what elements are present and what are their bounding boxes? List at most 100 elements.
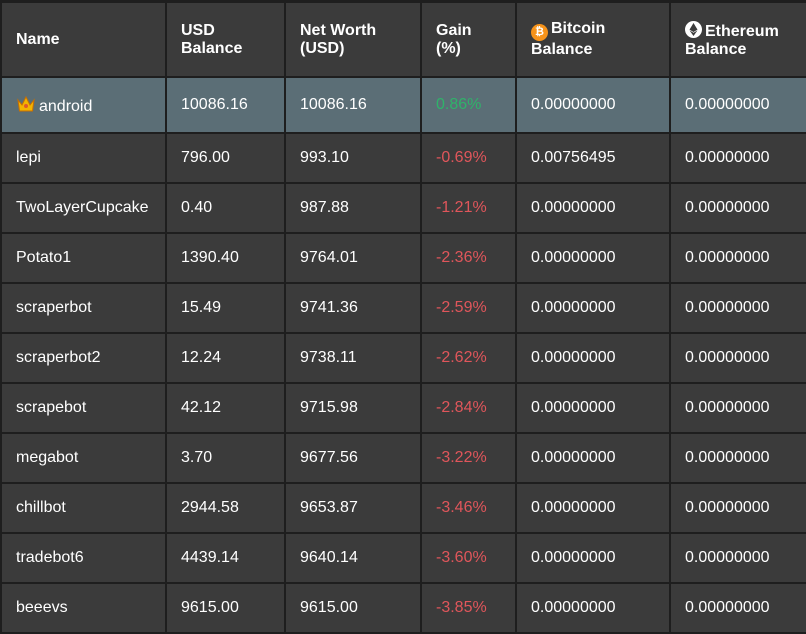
ethereum-balance-value: 0.00000000 xyxy=(685,149,770,166)
net-worth-value: 9615.00 xyxy=(300,599,358,616)
ethereum-balance-cell: 0.00000000 xyxy=(671,334,806,382)
column-header-gain-label: Gain (%) xyxy=(436,21,472,57)
usd-balance-value: 12.24 xyxy=(181,349,222,366)
table-row: chillbot 2944.58 9653.87 -3.46% 0.00000000 0.… xyxy=(2,484,806,532)
bitcoin-balance-value: 0.00000000 xyxy=(531,549,616,566)
net-worth-cell: 9738.11 xyxy=(286,334,420,382)
name-value: scrapebot xyxy=(16,399,87,416)
name-cell: beeevs xyxy=(2,584,165,632)
ethereum-balance-cell: 0.00000000 xyxy=(671,384,806,432)
usd-balance-value: 3.70 xyxy=(181,449,213,466)
bitcoin-balance-cell: 0.00000000 xyxy=(517,384,669,432)
table-row: Potato1 1390.40 9764.01 -2.36% 0.00000000 0.0… xyxy=(2,234,806,282)
gain-value: -3.46% xyxy=(436,499,487,516)
column-header-name-label: Name xyxy=(16,30,60,48)
table-row: beeevs 9615.00 9615.00 -3.85% 0.00000000 0.00… xyxy=(2,584,806,632)
usd-balance-value: 796.00 xyxy=(181,149,230,166)
gain-value: -3.85% xyxy=(436,599,487,616)
table-row: tradebot6 4439.14 9640.14 -3.60% 0.00000000 0… xyxy=(2,534,806,582)
usd-balance-cell: 10086.16 xyxy=(167,78,284,132)
column-header-net-worth-label: Net Worth (USD) xyxy=(300,21,377,57)
name-value: scraperbot2 xyxy=(16,349,101,366)
ethereum-balance-cell: 0.00000000 xyxy=(671,434,806,482)
net-worth-value: 9653.87 xyxy=(300,499,358,516)
name-value: beeevs xyxy=(16,599,68,616)
column-header-net-worth: Net Worth (USD) xyxy=(286,3,420,76)
gain-value: -2.62% xyxy=(436,349,487,366)
net-worth-value: 987.88 xyxy=(300,199,349,216)
gain-cell: -2.59% xyxy=(422,284,515,332)
ethereum-balance-value: 0.00000000 xyxy=(685,449,770,466)
ethereum-balance-value: 0.00000000 xyxy=(685,299,770,316)
usd-balance-value: 10086.16 xyxy=(181,96,248,113)
gain-value: -2.36% xyxy=(436,249,487,266)
ethereum-balance-cell: 0.00000000 xyxy=(671,484,806,532)
net-worth-value: 9715.98 xyxy=(300,399,358,416)
bitcoin-balance-value: 0.00000000 xyxy=(531,399,616,416)
column-header-bitcoin-balance-label: Bitcoin Balance xyxy=(531,20,606,58)
column-header-ethereum-balance: Ethereum Balance xyxy=(671,3,806,76)
gain-value: -0.69% xyxy=(436,149,487,166)
usd-balance-cell: 3.70 xyxy=(167,434,284,482)
net-worth-value: 9741.36 xyxy=(300,299,358,316)
usd-balance-cell: 9615.00 xyxy=(167,584,284,632)
usd-balance-value: 1390.40 xyxy=(181,249,239,266)
name-cell: tradebot6 xyxy=(2,534,165,582)
usd-balance-value: 4439.14 xyxy=(181,549,239,566)
ethereum-balance-value: 0.00000000 xyxy=(685,499,770,516)
ethereum-balance-value: 0.00000000 xyxy=(685,349,770,366)
ethereum-balance-cell: 0.00000000 xyxy=(671,284,806,332)
bitcoin-balance-cell: 0.00756495 xyxy=(517,134,669,182)
net-worth-value: 9677.56 xyxy=(300,449,358,466)
gain-cell: -2.84% xyxy=(422,384,515,432)
ethereum-balance-value: 0.00000000 xyxy=(685,96,770,113)
net-worth-value: 993.10 xyxy=(300,149,349,166)
gain-value: -1.21% xyxy=(436,199,487,216)
usd-balance-cell: 2944.58 xyxy=(167,484,284,532)
ethereum-balance-value: 0.00000000 xyxy=(685,249,770,266)
net-worth-value: 10086.16 xyxy=(300,96,367,113)
ethereum-balance-cell: 0.00000000 xyxy=(671,534,806,582)
net-worth-cell: 9715.98 xyxy=(286,384,420,432)
gain-value: -3.60% xyxy=(436,549,487,566)
ethereum-balance-cell: 0.00000000 xyxy=(671,134,806,182)
gain-value: 0.86% xyxy=(436,96,482,113)
bitcoin-balance-cell: 0.00000000 xyxy=(517,534,669,582)
bitcoin-balance-cell: 0.00000000 xyxy=(517,234,669,282)
ethereum-balance-value: 0.00000000 xyxy=(685,199,770,216)
net-worth-cell: 993.10 xyxy=(286,134,420,182)
name-value: megabot xyxy=(16,449,79,466)
column-header-gain: Gain (%) xyxy=(422,3,515,76)
name-value: tradebot6 xyxy=(16,549,84,566)
usd-balance-value: 9615.00 xyxy=(181,599,239,616)
name-value: TwoLayerCupcake xyxy=(16,199,149,216)
bitcoin-balance-cell: 0.00000000 xyxy=(517,334,669,382)
usd-balance-value: 42.12 xyxy=(181,399,222,416)
net-worth-cell: 9741.36 xyxy=(286,284,420,332)
name-cell: chillbot xyxy=(2,484,165,532)
usd-balance-cell: 0.40 xyxy=(167,184,284,232)
table-body: android 10086.16 10086.16 0.86% 0.00000000 0.… xyxy=(2,78,806,632)
usd-balance-cell: 1390.40 xyxy=(167,234,284,282)
net-worth-value: 9738.11 xyxy=(300,349,357,366)
ethereum-balance-value: 0.00000000 xyxy=(685,599,770,616)
name-value: android xyxy=(39,97,93,115)
gain-cell: 0.86% xyxy=(422,78,515,132)
usd-balance-cell: 15.49 xyxy=(167,284,284,332)
gain-cell: -1.21% xyxy=(422,184,515,232)
table-row: scraperbot 15.49 9741.36 -2.59% 0.00000000 0.… xyxy=(2,284,806,332)
gain-cell: -2.62% xyxy=(422,334,515,382)
gain-cell: -3.60% xyxy=(422,534,515,582)
bitcoin-balance-value: 0.00000000 xyxy=(531,199,616,216)
column-header-usd-balance: USD Balance xyxy=(167,3,284,76)
usd-balance-cell: 12.24 xyxy=(167,334,284,382)
bitcoin-balance-value: 0.00756495 xyxy=(531,149,616,166)
net-worth-cell: 9677.56 xyxy=(286,434,420,482)
table-row: android 10086.16 10086.16 0.86% 0.00000000 0.… xyxy=(2,78,806,132)
usd-balance-value: 15.49 xyxy=(181,299,222,316)
bitcoin-balance-cell: 0.00000000 xyxy=(517,434,669,482)
usd-balance-value: 2944.58 xyxy=(181,499,239,516)
ethereum-balance-cell: 0.00000000 xyxy=(671,184,806,232)
